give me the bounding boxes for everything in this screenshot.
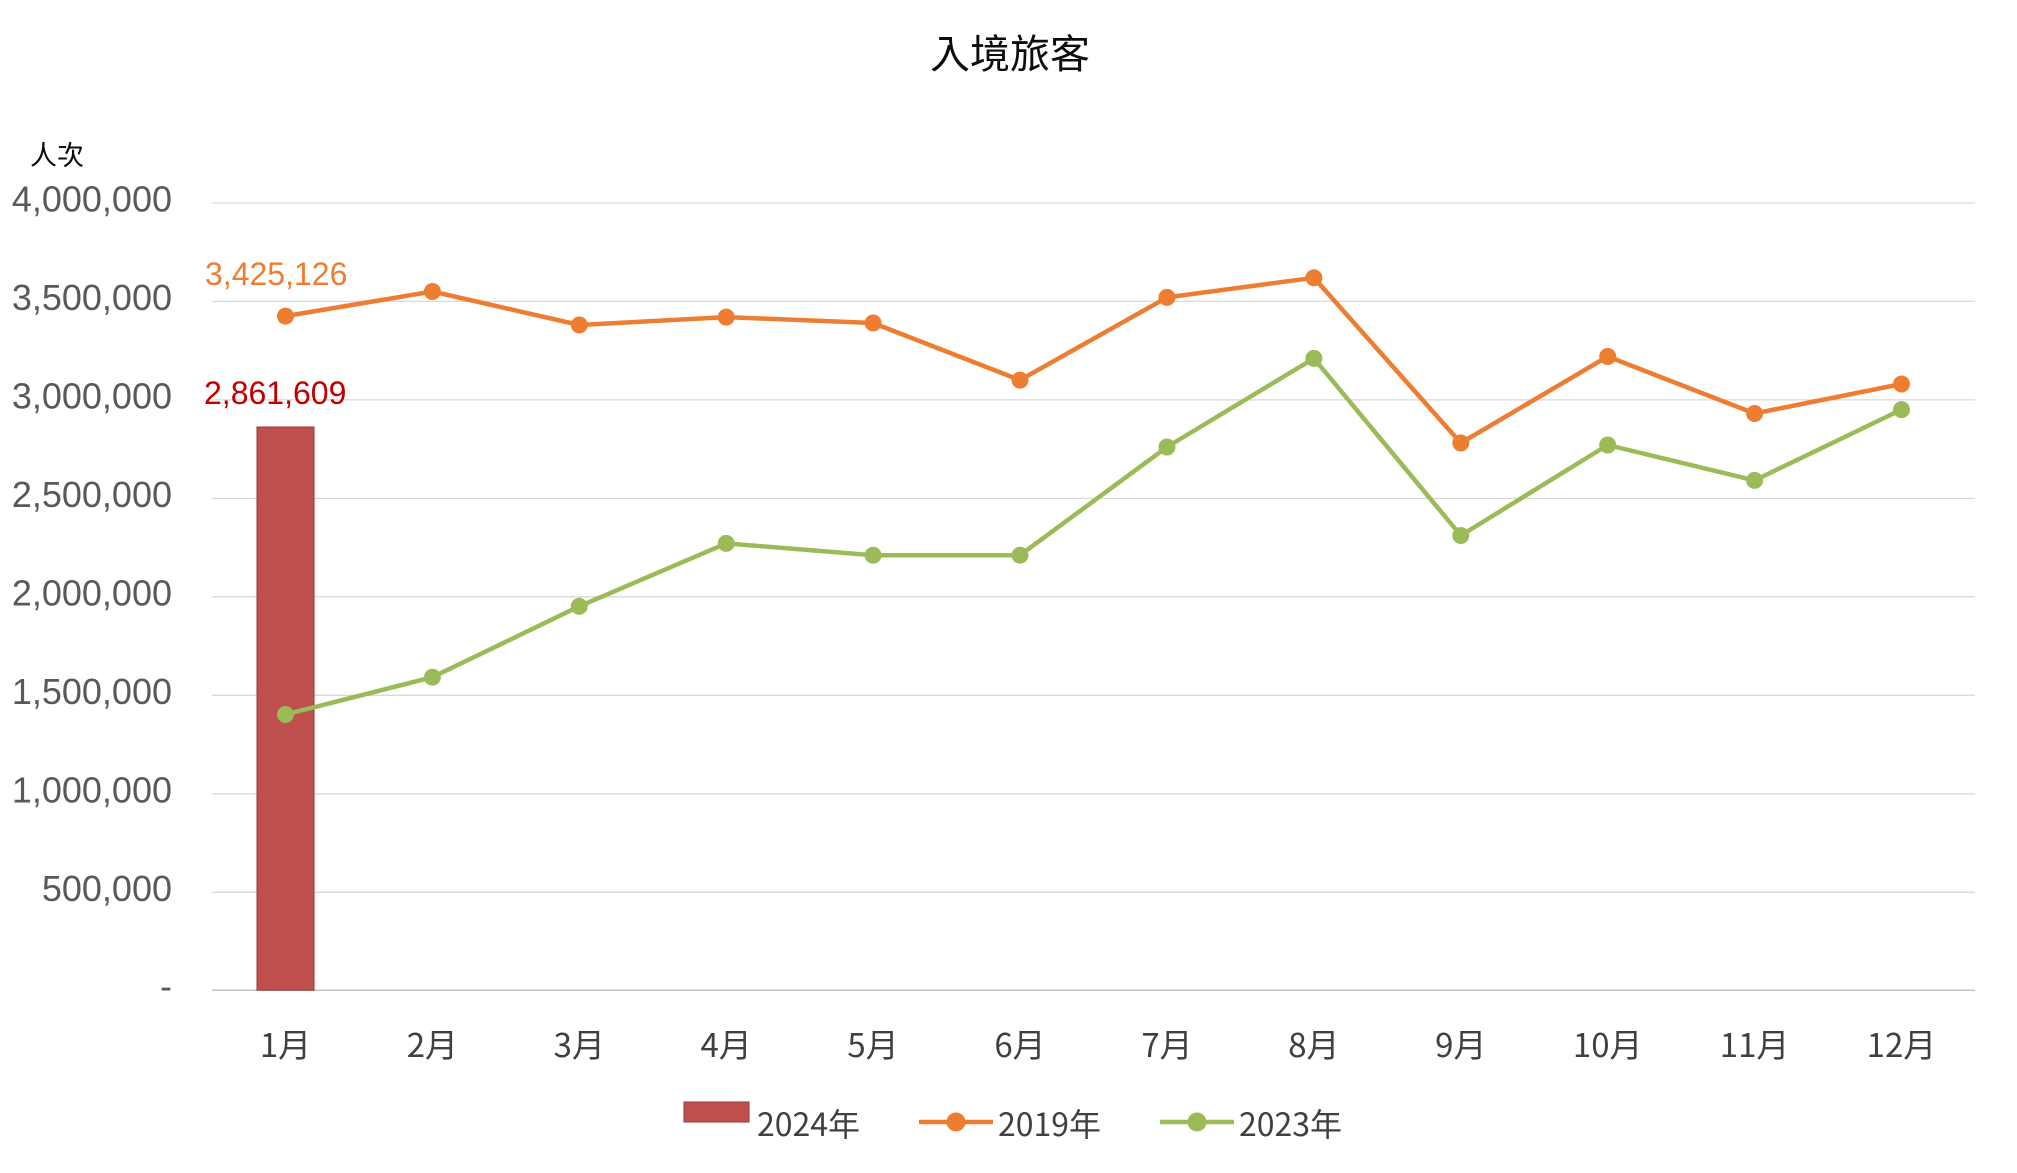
svg-text:6月: 6月	[994, 1019, 1045, 1067]
svg-text:9月: 9月	[1435, 1019, 1486, 1067]
svg-text:1,500,000: 1,500,000	[12, 671, 172, 712]
svg-text:1月: 1月	[260, 1019, 311, 1067]
svg-text:3,500,000: 3,500,000	[12, 277, 172, 318]
svg-text:-: -	[160, 966, 172, 1007]
svg-text:3,000,000: 3,000,000	[12, 375, 172, 416]
svg-text:4,000,000: 4,000,000	[12, 179, 172, 220]
svg-text:10月: 10月	[1573, 1019, 1643, 1067]
svg-text:7月: 7月	[1141, 1019, 1192, 1067]
svg-text:2月: 2月	[407, 1019, 458, 1067]
svg-text:1,000,000: 1,000,000	[12, 769, 172, 810]
svg-text:3,425,126: 3,425,126	[205, 256, 347, 292]
svg-text:2023年: 2023年	[1239, 1100, 1342, 1146]
svg-text:2,000,000: 2,000,000	[12, 572, 172, 613]
svg-text:人次: 人次	[30, 134, 84, 173]
svg-text:8月: 8月	[1288, 1019, 1339, 1067]
svg-text:11月: 11月	[1720, 1019, 1790, 1067]
svg-text:500,000: 500,000	[42, 868, 172, 909]
svg-text:2,861,609: 2,861,609	[204, 375, 346, 411]
svg-text:3月: 3月	[554, 1019, 605, 1067]
svg-text:入境旅客: 入境旅客	[930, 22, 1090, 80]
svg-text:5月: 5月	[847, 1019, 898, 1067]
svg-text:2024年: 2024年	[757, 1100, 860, 1146]
svg-text:2019年: 2019年	[998, 1100, 1101, 1146]
svg-text:2,500,000: 2,500,000	[12, 474, 172, 515]
svg-text:4月: 4月	[701, 1019, 752, 1067]
svg-text:12月: 12月	[1867, 1019, 1937, 1067]
